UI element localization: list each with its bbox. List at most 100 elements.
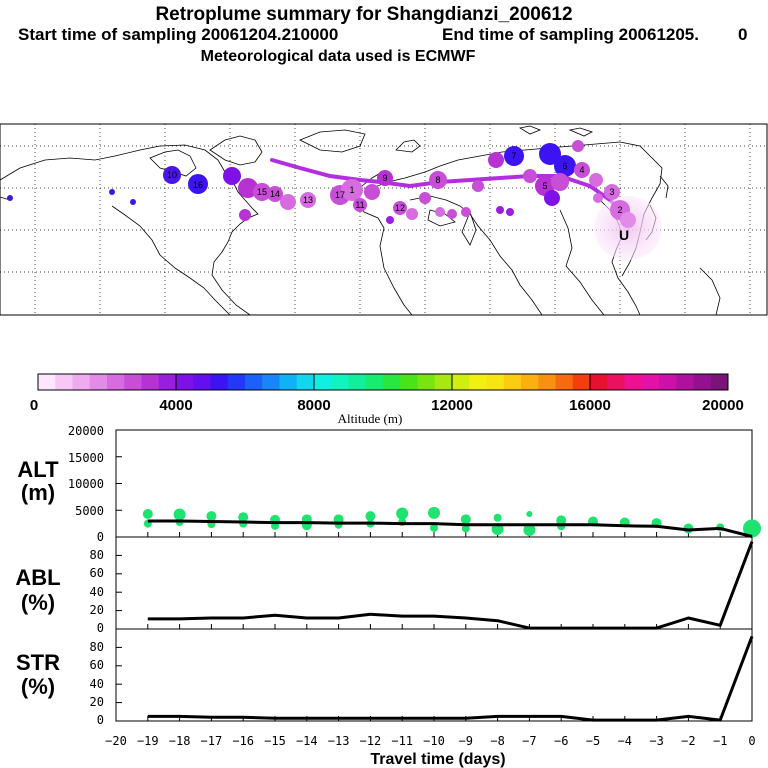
str-ylabel-line2: (%) bbox=[21, 674, 55, 699]
figure-title: Retroplume summary for Shangdianzi_20061… bbox=[155, 4, 572, 25]
abl-ytick-label: 80 bbox=[90, 548, 104, 562]
colorbar-cell bbox=[676, 374, 694, 390]
x-tick-label: −18 bbox=[169, 734, 191, 748]
plume-label: 5 bbox=[542, 181, 547, 191]
alt-scatter-point bbox=[365, 511, 376, 522]
x-tick-label: −2 bbox=[681, 734, 695, 748]
colorbar-cell bbox=[158, 374, 177, 390]
colorbar-cell bbox=[641, 374, 660, 390]
plume-label: 11 bbox=[355, 200, 364, 210]
plume-label: 4 bbox=[579, 165, 584, 175]
alt-ylabel-line1: ALT bbox=[17, 457, 59, 482]
colorbar-cell bbox=[417, 374, 436, 390]
plume-label: 3 bbox=[609, 187, 614, 197]
colorbar-cell bbox=[89, 374, 108, 390]
end-time-value: 0 bbox=[738, 25, 747, 44]
alt-scatter-point bbox=[430, 523, 438, 532]
alt-ytick-label: 5000 bbox=[75, 504, 104, 518]
plume-circles bbox=[7, 140, 636, 228]
alt-ytick-label: 20000 bbox=[68, 424, 104, 438]
str-ytick-label: 40 bbox=[90, 677, 104, 691]
colorbar-cell bbox=[227, 374, 246, 390]
alt-ytick-label: 0 bbox=[97, 530, 104, 544]
colorbar-cell bbox=[607, 374, 625, 390]
colorbar-frame bbox=[37, 373, 729, 391]
plume-label: 13 bbox=[303, 195, 313, 205]
str-ytick-label: 20 bbox=[90, 695, 104, 709]
x-tick-label: −9 bbox=[459, 734, 473, 748]
colorbar-cell bbox=[624, 374, 643, 390]
alt-scatter-point bbox=[493, 513, 502, 522]
colorbar-cell bbox=[245, 374, 263, 390]
abl-ylabel-line1: ABL bbox=[15, 565, 60, 590]
abl-ytick-label: 20 bbox=[90, 603, 104, 617]
x-tick-label: −15 bbox=[264, 734, 286, 748]
alt-scatter-point bbox=[142, 508, 153, 519]
alt-ylabel-line2: (m) bbox=[21, 480, 55, 505]
alt-ytick-label: 15000 bbox=[68, 451, 104, 465]
colorbar-cell bbox=[693, 374, 712, 390]
x-tick-label: −7 bbox=[522, 734, 536, 748]
station-marker: U bbox=[619, 227, 629, 243]
colorbar-tick-label: 0 bbox=[30, 397, 38, 414]
colorbar-cell bbox=[38, 374, 56, 390]
abl-panel: ABL (%) 80 60 40 20 0 bbox=[15, 536, 754, 635]
colorbar-cell bbox=[141, 374, 160, 390]
str-axes-frame bbox=[115, 628, 753, 722]
str-ytick-label: 60 bbox=[90, 658, 104, 672]
alt-scatter-point bbox=[173, 508, 186, 521]
colorbar-cell bbox=[469, 374, 487, 390]
plume-label: 12 bbox=[395, 203, 405, 213]
colorbar-axis-label: Altitude (m) bbox=[338, 411, 403, 426]
x-tick-label: −20 bbox=[105, 734, 127, 748]
colorbar-cell bbox=[400, 374, 418, 390]
str-panel: STR (%) 80 60 40 20 0 −20 −19 −18 −17 −16 −15… bbox=[16, 628, 756, 768]
x-tick-label: −8 bbox=[490, 734, 504, 748]
plume-label: 8 bbox=[435, 175, 440, 185]
map-content: 10 16 15 14 13 17 1 11 9 12 8 7 5 6 4 3 … bbox=[0, 124, 768, 315]
x-tick-label: −3 bbox=[649, 734, 663, 748]
x-axis-label: Travel time (days) bbox=[370, 751, 505, 768]
alt-scatter-point bbox=[460, 514, 471, 525]
str-marks bbox=[115, 635, 754, 722]
colorbar-tick-label: 4000 bbox=[159, 397, 192, 414]
alt-scatter-point bbox=[238, 512, 249, 523]
abl-marks bbox=[115, 541, 754, 630]
colorbar-cell bbox=[176, 374, 194, 390]
alt-series-line bbox=[147, 519, 753, 538]
colorbar-cell bbox=[710, 374, 729, 390]
x-tick-label: 0 bbox=[748, 734, 755, 748]
str-ytick-label: 0 bbox=[97, 713, 104, 727]
str-ytick-label: 80 bbox=[90, 640, 104, 654]
colorbar-cell bbox=[383, 374, 401, 390]
plume-label: 16 bbox=[193, 180, 203, 190]
alt-scatter-point bbox=[556, 515, 567, 526]
alt-panel: ALT (m) 20000 15000 10000 5000 0 bbox=[17, 424, 761, 544]
alt-scatter-point bbox=[428, 506, 440, 519]
colorbar-cell bbox=[262, 374, 280, 390]
plume-number-labels: 10 16 15 14 13 17 1 11 9 12 8 7 5 6 4 3 … bbox=[167, 151, 623, 215]
colorbar-cell bbox=[55, 374, 73, 390]
colorbar-cell bbox=[434, 374, 453, 390]
alt-scatter-point bbox=[396, 507, 409, 520]
alt-scatter-point bbox=[461, 524, 470, 533]
plume-label: 9 bbox=[382, 173, 387, 183]
colorbar: 0 4000 8000 12000 16000 20000 Altitude (… bbox=[30, 373, 744, 426]
x-tick-label: −4 bbox=[618, 734, 632, 748]
colorbar-cell bbox=[193, 374, 211, 390]
plume-label: 1 bbox=[349, 185, 354, 195]
start-time-label: Start time of sampling 20061204.210000 bbox=[18, 25, 338, 44]
colorbar-cell bbox=[486, 374, 505, 390]
colorbar-cell bbox=[659, 374, 677, 390]
colorbar-cell bbox=[72, 374, 91, 390]
str-series-line bbox=[147, 635, 754, 722]
alt-scatter-point bbox=[743, 519, 761, 538]
colorbar-cell bbox=[365, 374, 384, 390]
colorbar-cell bbox=[124, 374, 142, 390]
plume-label: 15 bbox=[257, 187, 267, 197]
colorbar-cell bbox=[503, 374, 522, 390]
map-panel: 10 16 15 14 13 17 1 11 9 12 8 7 5 6 4 3 … bbox=[0, 123, 768, 316]
colorbar-tick-label: 8000 bbox=[297, 397, 330, 414]
colorbar-cell bbox=[452, 374, 470, 390]
